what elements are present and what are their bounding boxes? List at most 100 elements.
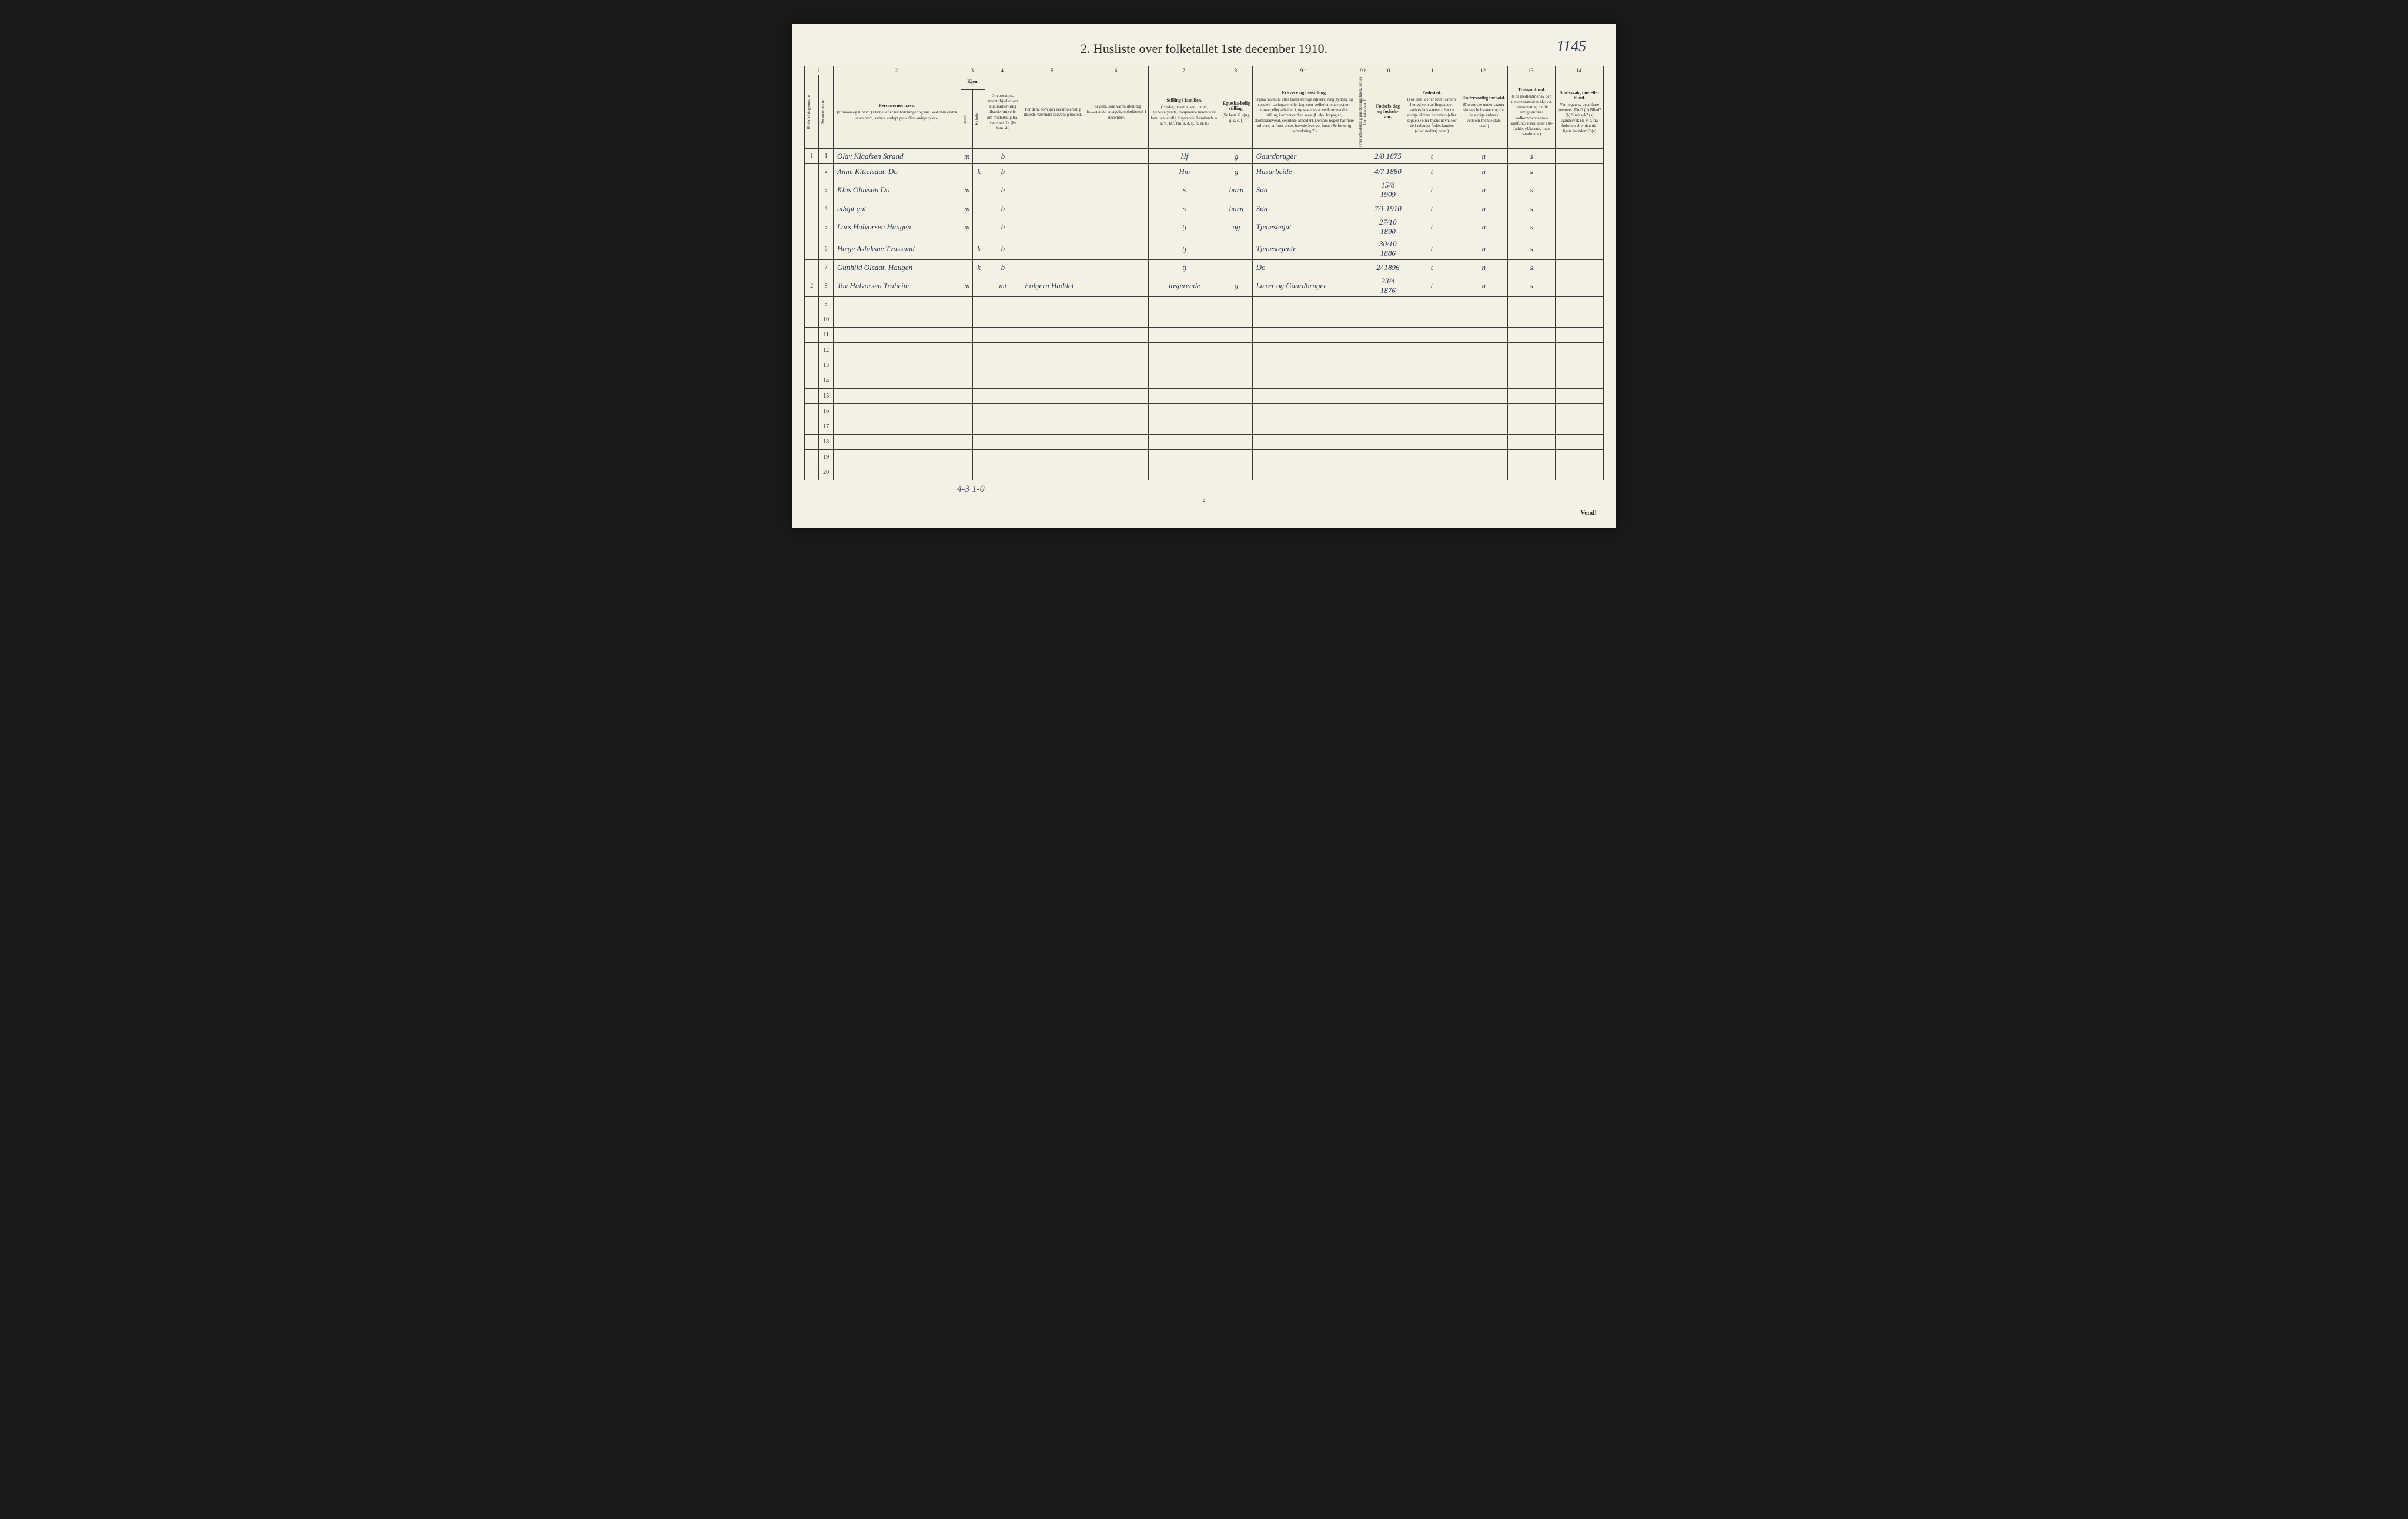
cell (1149, 450, 1220, 465)
cell: s (1508, 275, 1556, 297)
cell: Lars Halvorsen Haugen (833, 216, 961, 238)
cell: s (1508, 260, 1556, 275)
cell (1220, 343, 1252, 358)
cell (1556, 201, 1604, 216)
cell (985, 404, 1021, 419)
cell (833, 450, 961, 465)
cell (1220, 373, 1252, 389)
cell (1460, 465, 1507, 480)
cell (1556, 328, 1604, 343)
cell: 16 (819, 404, 833, 419)
cell (833, 389, 961, 404)
cell (805, 201, 819, 216)
cell (1220, 465, 1252, 480)
cell: t (1404, 275, 1460, 297)
cell (1252, 465, 1356, 480)
cell: s (1508, 201, 1556, 216)
cell (805, 164, 819, 179)
cell (833, 419, 961, 435)
cell (1021, 328, 1085, 343)
cell (1085, 404, 1149, 419)
colnum-7: 7. (1149, 66, 1220, 75)
cell: m (961, 275, 973, 297)
cell: 7 (819, 260, 833, 275)
cell: 5 (819, 216, 833, 238)
cell (1149, 328, 1220, 343)
cell: n (1460, 179, 1507, 201)
cell (1021, 149, 1085, 164)
table-row-empty: 9 (805, 297, 1604, 312)
cell (985, 389, 1021, 404)
cell (1372, 435, 1404, 450)
cell: Hf (1149, 149, 1220, 164)
cell: Olav Klaafsen Strand (833, 149, 961, 164)
cell (833, 328, 961, 343)
cell (1556, 450, 1604, 465)
cell (805, 260, 819, 275)
cell (1021, 465, 1085, 480)
cell: ug (1220, 216, 1252, 238)
cell (1356, 419, 1372, 435)
cell (1149, 312, 1220, 328)
cell (1404, 435, 1460, 450)
cell (1508, 328, 1556, 343)
page-title: 2. Husliste over folketallet 1ste decemb… (804, 41, 1604, 56)
cell (1556, 297, 1604, 312)
cell (1460, 389, 1507, 404)
cell (973, 465, 985, 480)
cell (985, 435, 1021, 450)
census-page: 1145 2. Husliste over folketallet 1ste d… (792, 24, 1616, 528)
cell (1149, 419, 1220, 435)
cell (805, 216, 819, 238)
colnum-3: 3. (961, 66, 985, 75)
cell (1085, 419, 1149, 435)
cell (985, 343, 1021, 358)
header-religion: Trossamfund. (For medlemmer av den norsk… (1508, 75, 1556, 149)
cell: 2 (819, 164, 833, 179)
cell (1372, 373, 1404, 389)
cell (1404, 358, 1460, 373)
cell: t (1404, 149, 1460, 164)
cell: 18 (819, 435, 833, 450)
cell: 27/10 1890 (1372, 216, 1404, 238)
cell (973, 435, 985, 450)
cell (833, 465, 961, 480)
cell: Søn (1252, 179, 1356, 201)
cell (1356, 465, 1372, 480)
cell: mt (985, 275, 1021, 297)
cell (961, 404, 973, 419)
cell: s (1508, 216, 1556, 238)
cell: b (985, 179, 1021, 201)
cell (1508, 404, 1556, 419)
cell: barn (1220, 179, 1252, 201)
cell (1356, 179, 1372, 201)
cell (1556, 435, 1604, 450)
cell (961, 373, 973, 389)
cell (1356, 312, 1372, 328)
cell (1085, 149, 1149, 164)
cell: n (1460, 164, 1507, 179)
cell: b (985, 216, 1021, 238)
cell (1460, 373, 1507, 389)
cell (1220, 238, 1252, 260)
cell: 2/8 1875 (1372, 149, 1404, 164)
cell (1149, 389, 1220, 404)
cell (973, 312, 985, 328)
cell (985, 358, 1021, 373)
cell (833, 373, 961, 389)
cell (973, 404, 985, 419)
header-unemployed: Hvis arbeidsledig paa tællingstiden, sæt… (1356, 75, 1372, 149)
cell (1508, 435, 1556, 450)
cell (1220, 297, 1252, 312)
cell: Gunhild Olsdat. Haugen (833, 260, 961, 275)
cell: g (1220, 164, 1252, 179)
cell: k (973, 164, 985, 179)
cell (961, 297, 973, 312)
header-birthplace: Fødested. (For dem, der er født i samme … (1404, 75, 1460, 149)
cell (1252, 312, 1356, 328)
cell (1356, 328, 1372, 343)
table-row-empty: 14 (805, 373, 1604, 389)
cell (1021, 435, 1085, 450)
cell (1372, 450, 1404, 465)
header-sex-k: Kvinde. (973, 89, 985, 148)
